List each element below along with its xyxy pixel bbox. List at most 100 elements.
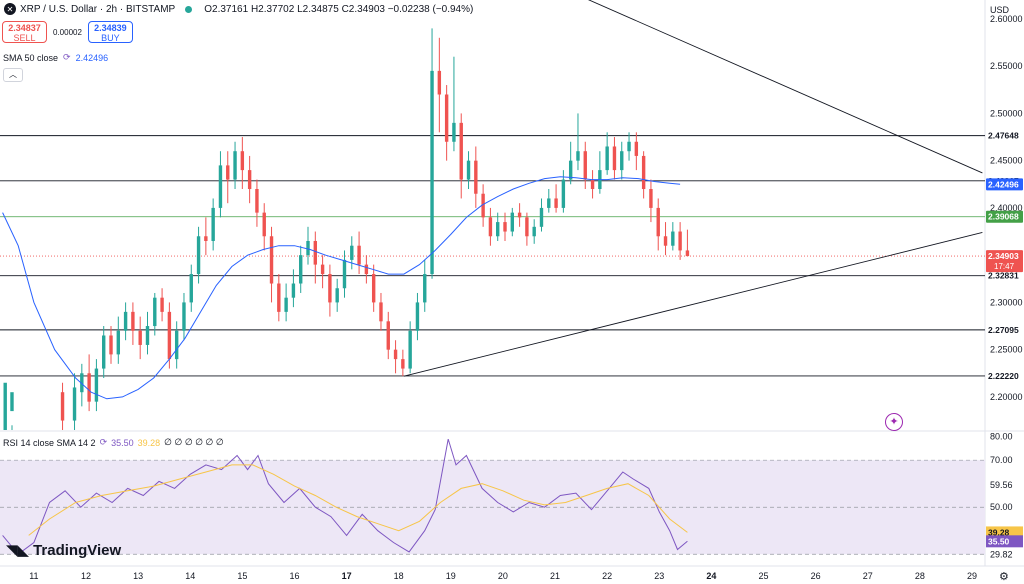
- trade-panel: 2.34837 SELL 0.00002 2.34839 BUY: [2, 21, 133, 43]
- buy-button[interactable]: 2.34839 BUY: [87, 21, 133, 43]
- sma-legend[interactable]: SMA 50 close ⟳ 2.42496: [3, 52, 108, 63]
- candle-body: [291, 283, 296, 298]
- x-tick-label: 23: [654, 571, 664, 581]
- candle-body: [350, 245, 354, 260]
- candle-body: [444, 94, 449, 142]
- candle-body: [554, 198, 558, 208]
- rsi-tag: 35.50: [988, 536, 1010, 546]
- candle-body: [634, 141, 639, 156]
- level-label: 2.47648: [988, 131, 1019, 141]
- rsi-tag-bg: [986, 535, 1023, 548]
- currency-label[interactable]: USD: [990, 5, 1010, 15]
- candle-body: [204, 236, 208, 241]
- x-tick-label: 21: [550, 571, 560, 581]
- sell-price: 2.34837: [8, 23, 41, 33]
- last-price-label-bg: [986, 250, 1023, 273]
- sma-settings-icon[interactable]: ⟳: [63, 52, 71, 62]
- rsi-legend-extra: ∅ ∅ ∅ ∅ ∅ ∅: [164, 437, 224, 447]
- x-tick-label: 13: [133, 571, 143, 581]
- x-tick-label: 12: [81, 571, 91, 581]
- candle-body: [262, 212, 266, 237]
- candle-body: [306, 240, 310, 256]
- tradingview-logo-text: TradingView: [33, 541, 122, 559]
- sma-legend-value: 2.42496: [75, 52, 109, 63]
- level-label-bg: [986, 323, 1023, 336]
- candle-body: [10, 392, 14, 412]
- candle-body: [678, 231, 682, 251]
- rsi-legend[interactable]: RSI 14 close SMA 14 2 ⟳ 35.50 39.28 ∅ ∅ …: [3, 437, 224, 448]
- rsi-tick-label: 59.56: [990, 480, 1013, 490]
- candle-body: [393, 349, 398, 360]
- last-price-label: 2.34903: [988, 251, 1019, 261]
- rsi-tick-label: 50.00: [990, 502, 1013, 512]
- sma-legend-label: SMA 50 close: [3, 52, 59, 63]
- x-tick-label: 20: [498, 571, 508, 581]
- sell-button[interactable]: 2.34837 SELL: [2, 21, 47, 43]
- level-label-bg: [986, 269, 1023, 282]
- x-tick-label: 15: [237, 571, 247, 581]
- rsi-sma-legend-value: 39.28: [137, 437, 161, 448]
- candle-body: [496, 222, 500, 237]
- candle-body: [247, 170, 252, 190]
- rsi-pane: [0, 438, 985, 555]
- candle-body: [641, 155, 646, 190]
- trendline-ascending: [403, 232, 983, 377]
- rsi-settings-icon[interactable]: ⟳: [99, 437, 108, 447]
- candle-body: [583, 151, 587, 180]
- symbol-header[interactable]: ✕ XRP / U.S. Dollar · 2h · BITSTAMP O2.3…: [4, 3, 473, 15]
- candle-body: [561, 179, 566, 208]
- sparkle-icon[interactable]: ✦: [885, 413, 903, 431]
- candle-body: [3, 382, 7, 430]
- level-label: 2.32831: [988, 271, 1019, 281]
- y-tick-label: 2.60000: [990, 14, 1023, 24]
- candle-body: [547, 198, 551, 208]
- candle-body: [386, 321, 390, 350]
- y-tick-label: 2.30000: [990, 297, 1023, 307]
- candle-body: [313, 240, 318, 265]
- level-label: 2.42496: [988, 179, 1019, 189]
- candle-body: [284, 297, 288, 312]
- y-tick-label: 2.40000: [990, 203, 1023, 213]
- candle-body: [649, 189, 653, 208]
- level-label-bg: [986, 210, 1023, 223]
- rsi-tick-label: 80.00: [990, 432, 1013, 442]
- buy-price: 2.34839: [94, 23, 127, 33]
- y-tick-label: 2.55000: [990, 61, 1023, 71]
- ohlc-values: O2.37161 H2.37702 L2.34875 C2.34903 −0.0…: [204, 3, 474, 15]
- candle-body: [160, 297, 164, 312]
- level-label: 2.39068: [988, 212, 1019, 222]
- rsi-legend-value: 35.50: [111, 437, 134, 448]
- candle-body: [342, 259, 347, 289]
- y-tick-label: 2.20000: [990, 392, 1023, 402]
- candle-body: [72, 387, 77, 421]
- rsi-tick-label: 29.82: [990, 550, 1013, 560]
- candle-body: [131, 311, 135, 331]
- collapse-legend-button[interactable]: ︿: [3, 68, 23, 82]
- symbol-title[interactable]: XRP / U.S. Dollar · 2h · BITSTAMP: [20, 3, 176, 15]
- candle-body: [474, 160, 478, 194]
- candle-body: [240, 151, 245, 171]
- settings-gear-icon[interactable]: ⚙: [999, 571, 1009, 583]
- candle-body: [60, 392, 65, 421]
- trendline-descending: [587, 0, 983, 174]
- x-tick-label: 19: [446, 571, 456, 581]
- candle-body: [182, 302, 186, 331]
- sma50-line: [2, 176, 681, 400]
- candle-body: [357, 245, 361, 265]
- candle-body: [153, 297, 157, 327]
- candle-body: [525, 217, 529, 237]
- candle-body: [109, 335, 113, 355]
- candle-body: [145, 326, 150, 345]
- x-tick-label: 27: [863, 571, 873, 581]
- candle-body: [87, 373, 91, 402]
- candle-body: [218, 165, 223, 208]
- candle-body: [605, 146, 609, 171]
- level-label-bg: [986, 369, 1023, 382]
- xrp-logo-icon: ✕: [4, 3, 16, 15]
- spread-value: 0.00002: [53, 27, 82, 37]
- candle-body: [123, 311, 128, 331]
- y-tick-label: 2.25000: [990, 345, 1023, 355]
- last-price-label-countdown: 17:47: [994, 262, 1015, 271]
- candle-body: [517, 212, 522, 218]
